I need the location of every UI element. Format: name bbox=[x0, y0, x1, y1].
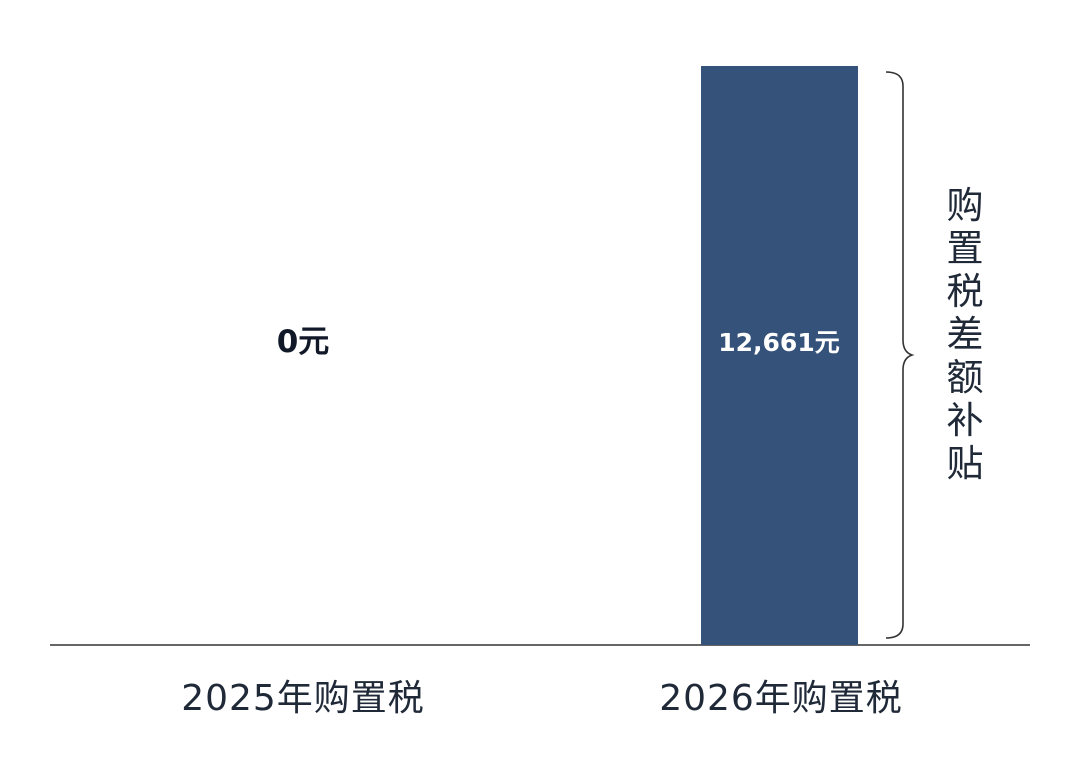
brace-annotation-char: 税 bbox=[947, 270, 984, 313]
data-label-2026: 12,661元 bbox=[718, 328, 839, 357]
brace-bracket bbox=[885, 71, 915, 639]
brace-annotation-char: 贴 bbox=[947, 442, 984, 485]
brace-annotation-char: 额 bbox=[947, 356, 984, 399]
brace-annotation-char: 差 bbox=[947, 313, 984, 356]
data-label-2025: 0元 bbox=[277, 324, 330, 360]
brace-annotation-char: 置 bbox=[947, 227, 984, 270]
brace-annotation-char: 补 bbox=[947, 399, 984, 442]
category-label-2026: 2026年购置税 bbox=[659, 678, 903, 719]
brace-annotation-char: 购 bbox=[947, 184, 984, 227]
bar-2026 bbox=[701, 66, 858, 645]
category-label-2025: 2025年购置税 bbox=[181, 678, 425, 719]
